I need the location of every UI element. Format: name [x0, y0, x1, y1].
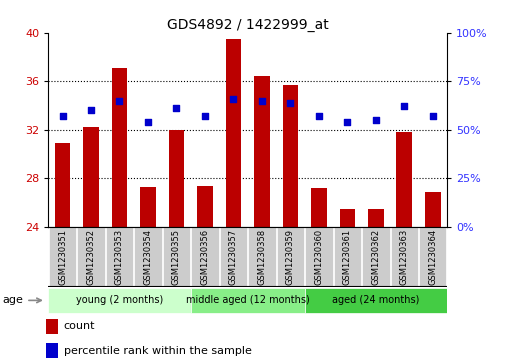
- FancyBboxPatch shape: [305, 288, 447, 313]
- Bar: [55, 143, 70, 227]
- Bar: [46, 343, 58, 358]
- Bar: [46, 319, 58, 334]
- Point: [87, 107, 95, 113]
- Text: GSM1230355: GSM1230355: [172, 229, 181, 285]
- Point: [229, 96, 237, 102]
- FancyBboxPatch shape: [77, 228, 105, 286]
- Text: percentile rank within the sample: percentile rank within the sample: [64, 346, 251, 356]
- FancyBboxPatch shape: [248, 228, 275, 286]
- Text: GSM1230362: GSM1230362: [371, 229, 380, 285]
- Text: GSM1230352: GSM1230352: [86, 229, 96, 285]
- Point: [144, 119, 152, 125]
- FancyBboxPatch shape: [48, 288, 190, 313]
- Bar: [282, 85, 298, 227]
- Point: [372, 117, 380, 123]
- Point: [429, 113, 437, 119]
- Text: GSM1230356: GSM1230356: [201, 229, 209, 285]
- FancyBboxPatch shape: [191, 228, 218, 286]
- FancyBboxPatch shape: [220, 228, 247, 286]
- Text: middle aged (12 months): middle aged (12 months): [186, 295, 309, 305]
- Point: [258, 98, 266, 103]
- Bar: [311, 188, 327, 227]
- FancyBboxPatch shape: [391, 228, 418, 286]
- Bar: [226, 39, 241, 227]
- Text: GSM1230354: GSM1230354: [143, 229, 152, 285]
- Bar: [368, 209, 384, 227]
- Text: GSM1230351: GSM1230351: [58, 229, 67, 285]
- Text: count: count: [64, 321, 95, 331]
- Text: GSM1230359: GSM1230359: [286, 229, 295, 285]
- Text: GSM1230360: GSM1230360: [314, 229, 324, 285]
- FancyBboxPatch shape: [106, 228, 133, 286]
- FancyBboxPatch shape: [305, 228, 333, 286]
- Bar: [140, 187, 156, 227]
- Text: GSM1230353: GSM1230353: [115, 229, 124, 285]
- Bar: [112, 68, 128, 227]
- Text: GSM1230361: GSM1230361: [343, 229, 352, 285]
- Text: GSM1230358: GSM1230358: [258, 229, 266, 285]
- Point: [58, 113, 67, 119]
- FancyBboxPatch shape: [277, 228, 304, 286]
- Point: [172, 106, 180, 111]
- Bar: [254, 76, 270, 227]
- Bar: [425, 192, 440, 227]
- FancyBboxPatch shape: [49, 228, 76, 286]
- FancyBboxPatch shape: [334, 228, 361, 286]
- Point: [343, 119, 352, 125]
- Point: [287, 100, 295, 106]
- FancyBboxPatch shape: [163, 228, 190, 286]
- Point: [201, 113, 209, 119]
- Point: [115, 98, 123, 103]
- Bar: [197, 185, 213, 227]
- Bar: [396, 132, 412, 227]
- FancyBboxPatch shape: [362, 228, 390, 286]
- Text: GSM1230357: GSM1230357: [229, 229, 238, 285]
- Point: [315, 113, 323, 119]
- Bar: [339, 209, 355, 227]
- Bar: [83, 127, 99, 227]
- Title: GDS4892 / 1422999_at: GDS4892 / 1422999_at: [167, 18, 329, 32]
- Point: [400, 103, 408, 109]
- Text: GSM1230363: GSM1230363: [400, 229, 409, 285]
- Text: GSM1230364: GSM1230364: [428, 229, 437, 285]
- FancyBboxPatch shape: [419, 228, 447, 286]
- Text: age: age: [3, 295, 41, 305]
- FancyBboxPatch shape: [190, 288, 305, 313]
- Text: young (2 months): young (2 months): [76, 295, 163, 305]
- Bar: [169, 130, 184, 227]
- Text: aged (24 months): aged (24 months): [332, 295, 420, 305]
- FancyBboxPatch shape: [134, 228, 162, 286]
